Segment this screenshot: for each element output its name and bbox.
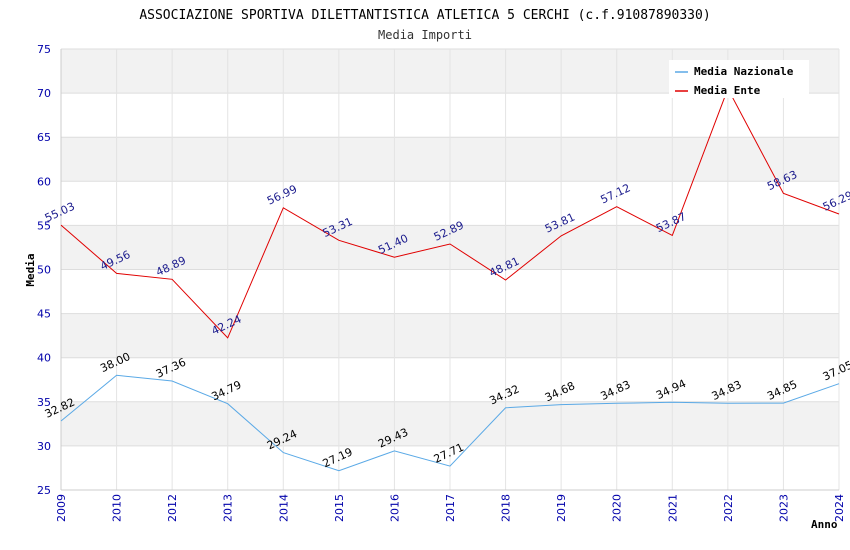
legend-label-ente: Media Ente — [694, 84, 761, 97]
x-tick-label: 2010 — [111, 494, 124, 522]
x-tick-label: 2013 — [222, 494, 235, 522]
x-tick-label: 2019 — [555, 494, 568, 522]
y-tick-label: 55 — [37, 219, 51, 232]
x-tick-label: 2015 — [333, 494, 346, 522]
x-tick-label: 2012 — [166, 494, 179, 522]
x-tick-label: 2014 — [277, 494, 290, 522]
y-tick-label: 65 — [37, 131, 51, 144]
legend-box — [669, 60, 809, 98]
series-lines — [60, 87, 840, 472]
y-tick-label: 45 — [37, 308, 51, 321]
x-axis-label: Anno — [811, 518, 838, 531]
x-tick-label: 2021 — [666, 494, 679, 522]
y-tick-label: 40 — [37, 352, 51, 365]
x-tick-label: 2022 — [722, 494, 735, 522]
x-tick-label: 2018 — [500, 494, 513, 522]
y-tick-label: 35 — [37, 396, 51, 409]
y-axis-label: Media — [24, 253, 37, 286]
legend: Media Nazionale Media Ente — [669, 60, 809, 98]
y-axis-ticks: 25 30 35 40 45 50 55 60 65 70 75 — [37, 43, 51, 497]
x-tick-label: 2017 — [444, 494, 457, 522]
series-line-ente — [60, 87, 840, 339]
x-tick-label: 2024 — [833, 494, 846, 522]
legend-label-nazionale: Media Nazionale — [694, 65, 794, 78]
x-tick-label: 2023 — [777, 494, 790, 522]
series-line-nazionale — [60, 374, 840, 472]
x-tick-label: 2020 — [611, 494, 624, 522]
x-axis-ticks: 2009 2010 2012 2013 2014 2015 2016 2017 2018 2019… — [55, 494, 846, 522]
y-tick-label: 50 — [37, 264, 51, 277]
y-tick-label: 25 — [37, 484, 51, 497]
y-tick-label: 75 — [37, 43, 51, 56]
y-tick-label: 30 — [37, 440, 51, 453]
chart-title: ASSOCIAZIONE SPORTIVA DILETTANTISTICA AT… — [139, 8, 710, 23]
x-tick-label: 2009 — [55, 494, 68, 522]
y-tick-label: 60 — [37, 175, 51, 188]
chart-subtitle: Media Importi — [378, 28, 472, 42]
y-tick-label: 70 — [37, 87, 51, 100]
x-tick-label: 2016 — [388, 494, 401, 522]
